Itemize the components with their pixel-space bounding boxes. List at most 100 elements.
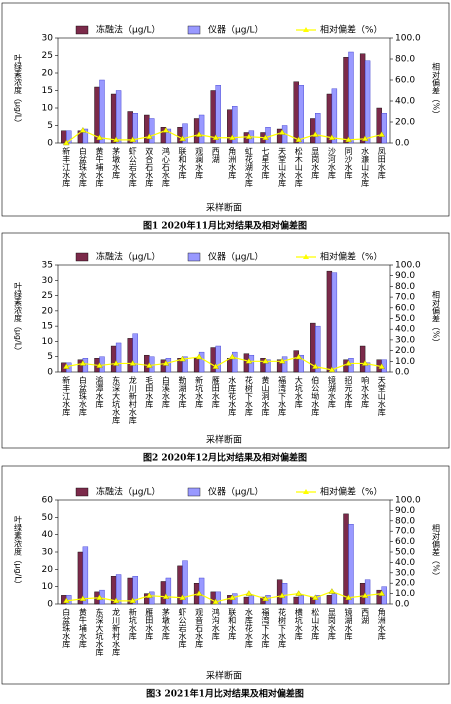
deviation-marker (162, 360, 170, 366)
x-tick-label: 镜湖水库 (344, 607, 353, 641)
x-tick-label: 观澜水库 (195, 147, 204, 180)
x-tick-label: 白溪水库 (161, 375, 170, 409)
bar (343, 57, 349, 144)
y2-tick-label: 0.0 (395, 139, 410, 149)
x-tick-label: 大坑水库 (294, 375, 303, 409)
deviation-marker (129, 597, 137, 604)
legend-swatch (187, 252, 201, 262)
y2-tick-label: 30.0 (395, 568, 415, 578)
bar (193, 358, 200, 373)
legend-label: 冻融法（μg/L） (96, 251, 161, 263)
deviation-marker (179, 135, 186, 141)
bar (77, 551, 84, 605)
x-tick-label: 凤田水库 (377, 147, 386, 180)
y2-tick-label: 0.0 (395, 600, 410, 610)
y-tick-label: 0 (47, 139, 53, 149)
deviation-marker (361, 360, 369, 366)
bar (298, 595, 304, 605)
bar (248, 595, 255, 605)
deviation-marker (262, 357, 269, 364)
x-tick-label: 白盆珠水库 (78, 146, 87, 188)
y-tick-label: 50 (42, 513, 54, 523)
x-tick-label: 新丰江水库 (62, 375, 71, 417)
deviation-marker (295, 590, 303, 596)
deviation-marker (262, 134, 269, 140)
deviation-marker (112, 597, 120, 604)
bar (376, 107, 382, 144)
legend-swatch (75, 487, 89, 497)
deviation-marker (361, 592, 369, 598)
deviation-marker (195, 353, 203, 360)
legend-swatch (187, 487, 201, 497)
x-tick-label: 茅墩水库 (161, 607, 170, 641)
deviation-marker (278, 592, 286, 598)
deviation-marker (295, 136, 303, 143)
bar (149, 118, 155, 144)
deviation-marker (228, 353, 236, 360)
deviation-marker (96, 134, 103, 140)
x-tick-label: 水库花水库 (244, 607, 253, 649)
bar (232, 106, 238, 144)
legend-label: 冻融法（μg/L） (96, 486, 161, 498)
y2-tick-label: 0.0 (395, 368, 410, 378)
x-tick-label: 观音石水库 (195, 608, 204, 649)
y2-tick-label: 40.0 (395, 558, 415, 568)
bar (348, 51, 354, 144)
chart-caption: 图3 2021年1月比对结果及相对偏差图 (146, 688, 304, 700)
x-tick-label: 七星水库 (261, 147, 270, 180)
bar (293, 596, 299, 605)
x-tick-label: 双合石水库 (145, 147, 154, 188)
y2-tick-label: 20.0 (395, 118, 415, 128)
bar (127, 338, 133, 373)
deviation-marker (162, 127, 170, 133)
bar (293, 350, 299, 373)
deviation-marker (112, 136, 120, 143)
y-tick-label: 15 (42, 86, 53, 96)
deviation-marker (378, 363, 386, 369)
y2-tick-label: 20.0 (395, 579, 415, 589)
deviation-marker (311, 363, 319, 369)
deviation-marker (162, 593, 170, 599)
legend-marker (303, 254, 309, 259)
deviation-marker (129, 136, 137, 143)
legend-swatch (75, 252, 89, 262)
deviation-marker (62, 363, 70, 369)
x-tick-label: 白盆珠水库 (78, 375, 87, 417)
bar (99, 79, 105, 144)
chart-border (1, 465, 450, 685)
legend-label: 相对偏差（%） (320, 251, 383, 263)
y2-tick-label: 70.0 (395, 293, 415, 303)
deviation-marker (145, 592, 153, 598)
y-axis-label: 叶绿素浓度（μg/L） (14, 282, 23, 355)
x-axis-label: 采样断面 (206, 202, 242, 214)
y2-axis-label: 相对偏差（%） (432, 290, 441, 347)
x-axis-label: 采样断面 (206, 434, 242, 446)
legend-marker (303, 27, 309, 32)
x-tick-label: 天堂山水库 (278, 147, 287, 188)
x-tick-label: 松木山水库 (294, 146, 303, 188)
y2-tick-label: 50.0 (395, 548, 415, 558)
bar (281, 356, 288, 373)
legend-label: 仪器（μg/L） (208, 252, 264, 263)
y-tick-label: 30 (42, 276, 54, 286)
deviation-marker (228, 134, 236, 140)
bar (331, 272, 338, 373)
x-tick-label: 角洲水库 (377, 607, 386, 641)
y2-tick-label: 80.0 (395, 55, 415, 65)
y-tick-label: 0 (47, 600, 53, 610)
x-tick-label: 花树下水库 (244, 375, 253, 417)
deviation-marker (245, 133, 253, 139)
x-tick-label: 新坑水库 (195, 375, 204, 409)
bar (310, 118, 316, 144)
deviation-marker (212, 598, 220, 605)
y-tick-label: 60 (42, 496, 54, 506)
x-tick-label: 东深大坑水库 (95, 607, 104, 657)
deviation-marker (212, 134, 220, 140)
chart-caption: 图1 2020年11月比对结果及相对偏差图 (143, 220, 307, 232)
x-tick-label: 角洲水库 (228, 146, 237, 180)
bar (381, 113, 387, 144)
bar (326, 270, 333, 373)
bar (132, 333, 138, 373)
bar (359, 345, 366, 373)
